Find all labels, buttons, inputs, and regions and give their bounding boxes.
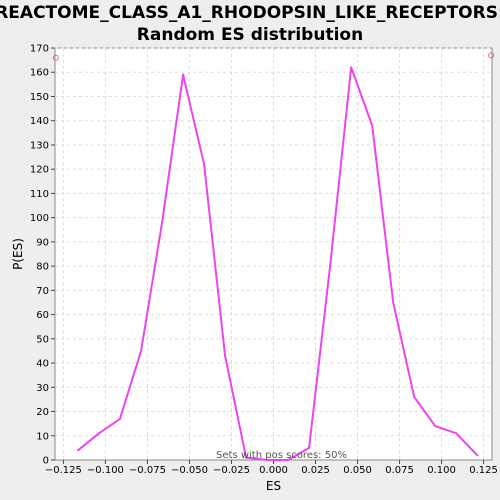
data-point [224, 354, 227, 357]
data-point [140, 349, 143, 352]
data-point [350, 66, 353, 69]
y-tick-label: 170 [30, 44, 49, 55]
data-point [413, 395, 416, 398]
data-point [182, 73, 185, 76]
x-tick-label: −0.025 [213, 465, 250, 476]
data-point [245, 456, 248, 459]
x-tick-label: −0.075 [129, 465, 166, 476]
data-point [392, 301, 395, 304]
marker-layer [52, 52, 495, 61]
data-point [434, 425, 437, 428]
x-tick-label: 0.100 [427, 465, 456, 476]
y-tick-label: 140 [30, 116, 49, 127]
x-tick-label: −0.125 [45, 465, 82, 476]
y-tick-label: 160 [30, 68, 49, 79]
series-layer [77, 66, 479, 461]
x-tick-label: 0.000 [259, 465, 288, 476]
edge-marker [52, 54, 59, 61]
data-point [161, 221, 164, 224]
data-point [455, 432, 458, 435]
y-tick-label: 30 [36, 383, 49, 394]
data-point [371, 124, 374, 127]
chart-title-line-1: REACTOME_CLASS_A1_RHODOPSIN_LIKE_RECEPTO… [0, 3, 500, 23]
data-point [119, 417, 122, 420]
y-tick-label: 50 [36, 334, 49, 345]
x-tick-label: 0.050 [343, 465, 372, 476]
data-point [203, 163, 206, 166]
y-tick-label: 60 [36, 310, 49, 321]
data-point [287, 459, 290, 461]
y-tick-label: 80 [36, 262, 49, 273]
x-tick-label: 0.025 [301, 465, 330, 476]
axis-ticks: 0 10 20 30 40 50 60 70 80 90 100 110 120 130 140 150 160… [30, 44, 498, 477]
x-axis-label: ES [266, 479, 281, 493]
data-point [329, 265, 332, 268]
y-tick-label: 40 [36, 359, 49, 370]
y-tick-label: 90 [36, 237, 49, 248]
data-point [266, 459, 269, 461]
y-tick-label: 150 [30, 92, 49, 103]
y-tick-label: 100 [30, 213, 49, 224]
y-axis-label: P(ES) [11, 238, 25, 270]
series-line [77, 66, 478, 461]
chart-title-line-2: Random ES distribution [137, 25, 363, 45]
chart-annotation: Sets with pos scores: 50% [216, 450, 347, 461]
data-point [476, 454, 479, 457]
x-tick-label: 0.075 [385, 465, 414, 476]
y-tick-label: 70 [36, 286, 49, 297]
y-tick-label: 130 [30, 140, 49, 151]
y-tick-label: 10 [36, 431, 49, 442]
grid-lines [55, 47, 492, 460]
x-tick-label: 0.125 [469, 465, 498, 476]
y-tick-label: 120 [30, 165, 49, 176]
y-tick-label: 110 [30, 189, 49, 200]
y-tick-label: 0 [43, 456, 49, 467]
x-tick-label: −0.100 [87, 465, 124, 476]
data-point [77, 449, 80, 452]
data-point [98, 432, 101, 435]
data-point [308, 446, 311, 449]
y-tick-label: 20 [36, 407, 49, 418]
edge-marker [488, 52, 495, 59]
x-tick-label: −0.050 [171, 465, 208, 476]
